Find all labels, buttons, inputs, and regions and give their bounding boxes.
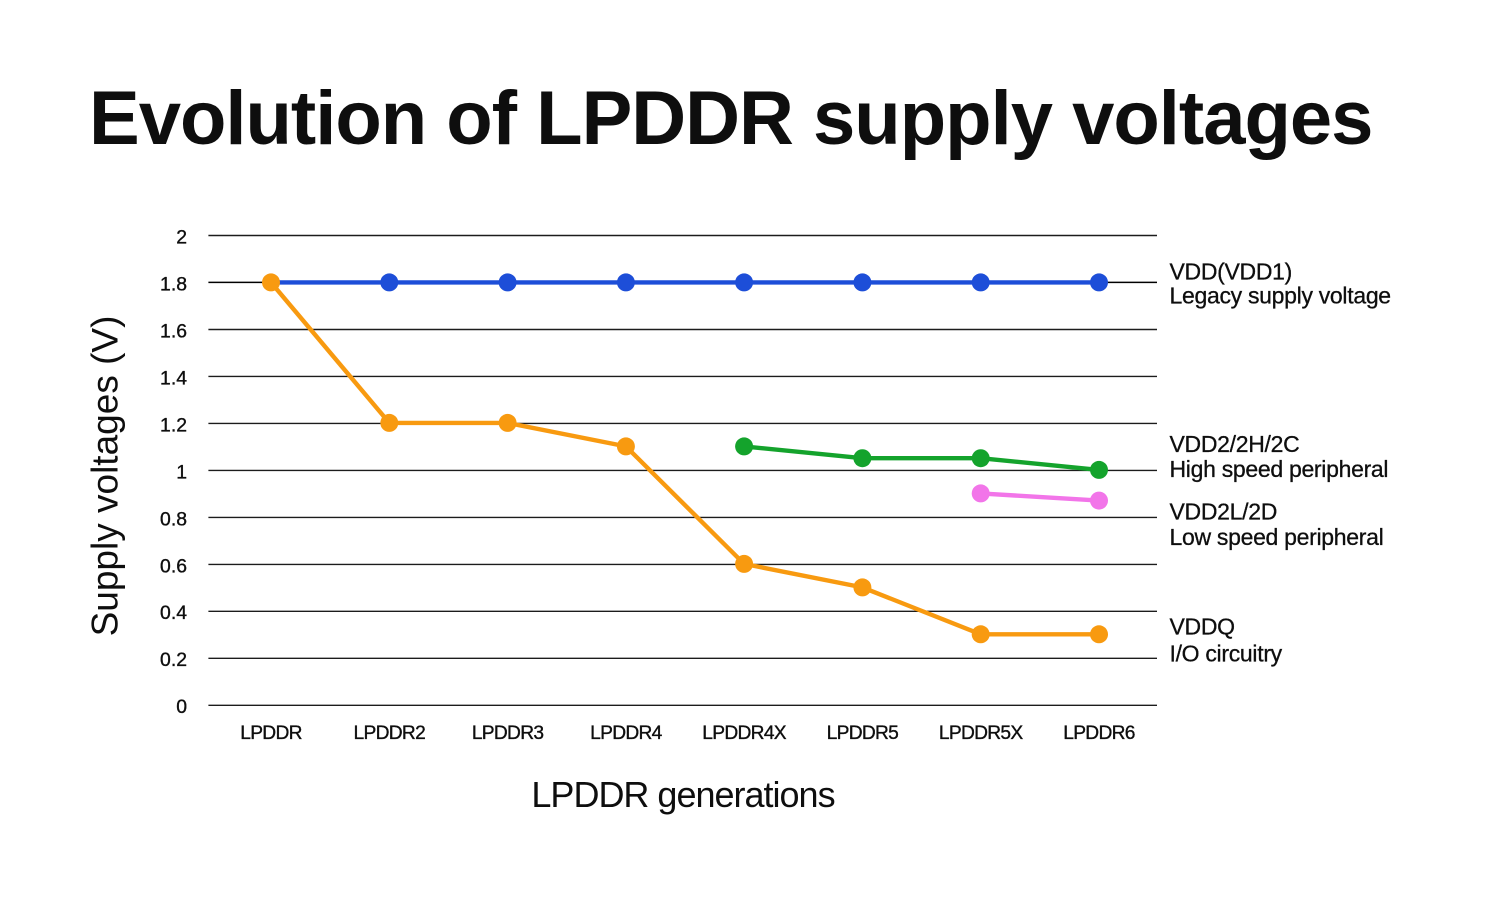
svg-text:1.4: 1.4 (160, 367, 187, 389)
svg-text:0: 0 (176, 696, 187, 718)
svg-text:0.8: 0.8 (160, 508, 187, 530)
svg-text:0.4: 0.4 (160, 602, 187, 624)
svg-text:0.2: 0.2 (160, 649, 187, 671)
svg-text:VDD2/2H/2C: VDD2/2H/2C (1170, 431, 1300, 457)
svg-text:VDD(VDD1): VDD(VDD1) (1170, 259, 1293, 285)
svg-text:1.2: 1.2 (160, 414, 187, 436)
svg-text:High speed peripheral: High speed peripheral (1170, 456, 1389, 482)
svg-text:0.6: 0.6 (160, 555, 187, 577)
svg-text:Supply voltages (V): Supply voltages (V) (85, 316, 126, 637)
svg-text:I/O circuitry: I/O circuitry (1170, 641, 1283, 667)
svg-text:LPDDR generations: LPDDR generations (531, 774, 834, 815)
svg-text:LPDDR4: LPDDR4 (590, 723, 663, 744)
svg-text:VDD2L/2D: VDD2L/2D (1170, 499, 1278, 525)
svg-text:LPDDR: LPDDR (240, 723, 302, 744)
svg-text:Legacy supply voltage: Legacy supply voltage (1170, 283, 1391, 309)
svg-text:VDDQ: VDDQ (1170, 614, 1235, 640)
svg-text:1.8: 1.8 (160, 273, 187, 295)
svg-text:1: 1 (176, 461, 187, 483)
svg-text:Evolution of LPDDR supply volt: Evolution of LPDDR supply voltages (89, 76, 1372, 161)
svg-text:LPDDR5: LPDDR5 (827, 723, 899, 744)
svg-text:LPDDR5X: LPDDR5X (939, 723, 1024, 744)
svg-text:LPDDR3: LPDDR3 (472, 723, 544, 744)
svg-text:LPDDR6: LPDDR6 (1063, 723, 1135, 744)
svg-text:2: 2 (176, 226, 187, 248)
svg-text:1.6: 1.6 (160, 320, 187, 342)
svg-text:LPDDR2: LPDDR2 (354, 723, 426, 744)
svg-text:Low speed peripheral: Low speed peripheral (1170, 524, 1384, 550)
svg-text:LPDDR4X: LPDDR4X (702, 723, 787, 744)
